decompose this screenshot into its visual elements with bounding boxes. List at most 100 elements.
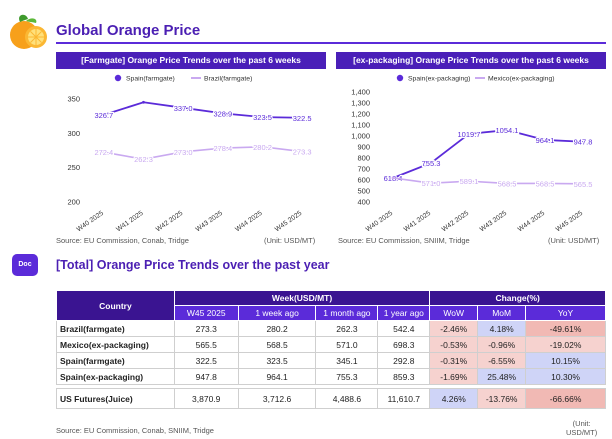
data-point [102,150,106,154]
data-label: 1054.1 [496,126,519,135]
wow-cell: -1.69% [429,368,479,385]
w1-cell: 280.2 [237,320,317,337]
data-label: 568.5 [498,179,517,188]
x-tick-label: W41 2025 [115,210,145,234]
x-tick-label: W43 2025 [195,210,225,234]
data-point [142,100,145,104]
y1-cell: 698.3 [377,336,431,353]
y-tick-label: 400 [357,198,370,207]
table-unit: (Unit: USD/MT) [566,419,597,437]
data-point [505,182,509,185]
data-point [391,176,395,180]
data-point [181,150,185,154]
data-label: 755.3 [422,159,441,168]
data-point [261,115,264,119]
data-label: 326.7 [94,111,113,120]
m1-cell: 262.3 [315,320,379,337]
y-tick-label: 1,000 [351,132,370,141]
data-label: 278.4 [213,144,232,153]
w45-cell: 322.5 [173,352,239,369]
wow-cell: -0.53% [429,336,479,353]
data-label: 323.5 [253,113,272,122]
col-yoy: YoY [525,305,606,321]
data-point [505,128,509,132]
futures-row: US Futures(Juice) 3,870.9 3,712.6 4,488.… [56,388,606,409]
mom-cell: 25.48% [477,368,527,385]
col-1week: 1 week ago [237,305,317,321]
w1-cell: 323.5 [237,352,317,369]
y-tick-label: 250 [67,163,80,172]
table-unit-line: (Unit: [572,419,591,428]
change-header: Change(%) [429,290,606,306]
table-row: Spain(farmgate) 322.5 323.5 345.1 292.8 … [56,352,606,369]
m1-cell: 571.0 [315,336,379,353]
m1-cell: 755.3 [315,368,379,385]
y-tick-label: 1,100 [351,121,370,130]
data-label: 947.8 [574,138,593,147]
w1-cell: 964.1 [237,368,317,385]
mom-cell: -6.55% [477,352,527,369]
farmgate-chart-title: [Farmgate] Orange Price Trends over the … [56,52,326,69]
data-point [543,182,547,185]
exp-chart-panel: [ex-packaging] Orange Price Trends over … [336,52,606,242]
legend-marker [396,74,404,82]
legend-label: Spain(ex-packaging) [408,76,470,83]
y1-cell: 859.3 [377,368,431,385]
col-mom: MoM [477,305,527,321]
x-tick-label: W44 2025 [517,210,547,234]
section-title: [Total] Orange Price Trends over the pas… [56,258,330,272]
farmgate-unit: (Unit: USD/MT) [264,236,316,245]
data-label: 565.5 [574,180,593,189]
orange-fruit-icon [10,14,47,49]
data-point [467,132,471,136]
x-tick-label: W43 2025 [479,210,509,234]
y1-cell: 542.4 [377,320,431,337]
yoy-cell: 10.30% [525,368,606,385]
data-label: 322.5 [293,114,312,123]
country-cell: Brazil(farmgate) [56,320,175,337]
data-label: 337.0 [174,104,193,113]
data-point [221,111,225,115]
y-tick-label: 1,300 [351,99,370,108]
data-point [221,146,225,150]
series-line-secondary [392,177,584,185]
y-tick-label: 1,400 [351,88,370,97]
x-tick-label: W44 2025 [234,210,264,234]
data-label: 272.4 [94,148,113,157]
x-tick-label: W41 2025 [403,210,433,234]
table-row: Brazil(farmgate) 273.3 280.2 262.3 542.4… [56,320,606,337]
farmgate-chart-panel: [Farmgate] Orange Price Trends over the … [56,52,326,242]
m1-cell: 4,488.6 [315,388,379,409]
wow-cell: 4.26% [429,388,479,409]
x-tick-label: W45 2025 [555,210,585,234]
yoy-cell: -49.61% [525,320,606,337]
data-label: 568.5 [536,179,555,188]
series-line-secondary [103,146,303,160]
exp-chart-title: [ex-packaging] Orange Price Trends over … [336,52,606,69]
col-wow: WoW [429,305,479,321]
legend-label: Spain(farmgate) [126,76,175,83]
country-cell: Mexico(ex-packaging) [56,336,175,353]
table-source: Source: EU Commission, Conab, SNIIM, Tri… [56,426,214,435]
legend-label: Brazil(farmgate) [204,76,252,83]
table-unit-line: USD/MT) [566,428,598,437]
series-line-primary [392,129,584,179]
exp-source: Source: EU Commission, SNIIM, Tridge [338,236,470,245]
country-cell: US Futures(Juice) [56,388,175,409]
x-tick-label: W45 2025 [274,210,304,234]
y-tick-label: 300 [67,129,80,138]
price-table: Country Week(USD/MT) Change(%) W45 2025 … [56,290,606,409]
data-label: 280.2 [253,143,272,152]
col-w45: W45 2025 [173,305,239,321]
data-label: 273.0 [174,148,193,157]
y-tick-label: 1,200 [351,110,370,119]
y-tick-label: 600 [357,176,370,185]
yoy-cell: 10.15% [525,352,606,369]
x-tick-label: W42 2025 [155,210,185,234]
w1-cell: 3,712.6 [237,388,317,409]
data-label: 1019.7 [458,130,481,139]
data-label: 964.1 [536,136,555,145]
ex-packaging-chart: Spain(ex-packaging) Mexico(ex-packaging) 4… [351,74,593,234]
yoy-cell: -66.66% [525,388,606,409]
farmgate-source: Source: EU Commission, Conab, Tridge [56,236,189,245]
